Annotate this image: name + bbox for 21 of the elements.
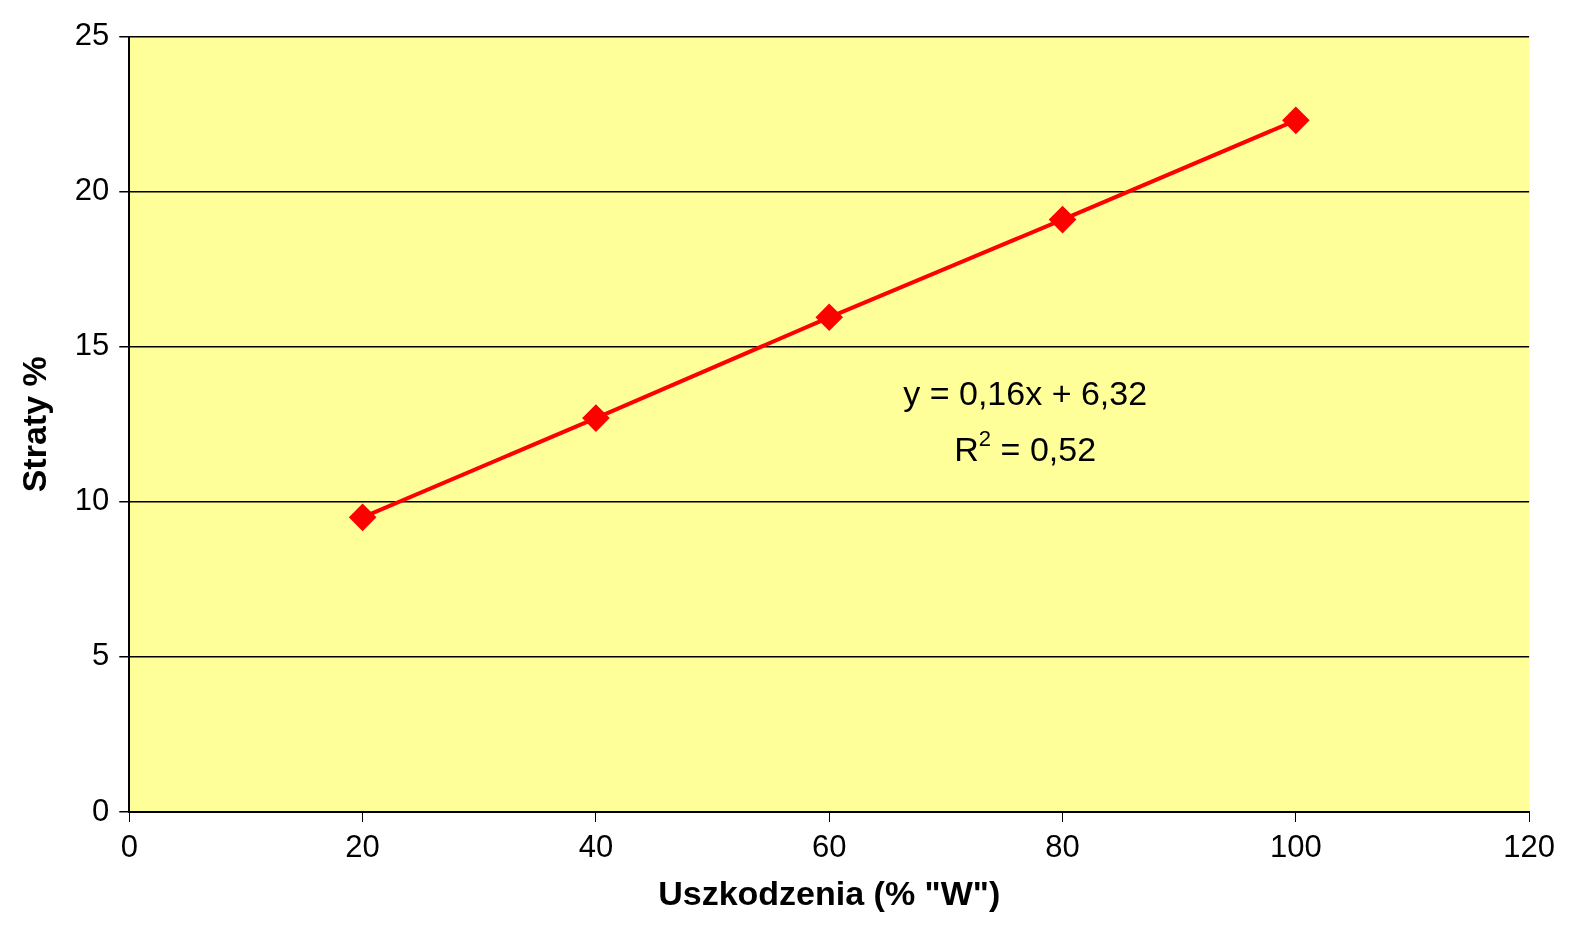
point	[1049, 206, 1076, 233]
y-tick-label: 25	[74, 17, 110, 53]
point	[582, 405, 609, 432]
y-tick-label: 5	[92, 637, 110, 673]
x-axis-title: Uszkodzenia (% "W")	[658, 873, 1001, 912]
point	[816, 304, 843, 331]
x-tick-label: 60	[811, 829, 847, 865]
y-axis-title: Straty %	[14, 356, 53, 493]
x-tick-label: 80	[1045, 829, 1080, 865]
x-tick-label: 120	[1503, 829, 1556, 865]
x-tick-label: 100	[1269, 829, 1322, 865]
point	[1282, 107, 1309, 134]
y-tick-label: 0	[92, 792, 110, 828]
x-tick-label: 0	[120, 829, 138, 865]
point	[349, 504, 376, 531]
x-tick-label: 20	[345, 829, 380, 865]
y-tick-label: 10	[74, 482, 110, 518]
x-tick-label: 40	[578, 829, 614, 865]
y-tick-label: 20	[74, 172, 110, 208]
y-tick-label: 15	[74, 327, 110, 363]
annotation: y = 0,16x + 6,32	[903, 373, 1148, 412]
